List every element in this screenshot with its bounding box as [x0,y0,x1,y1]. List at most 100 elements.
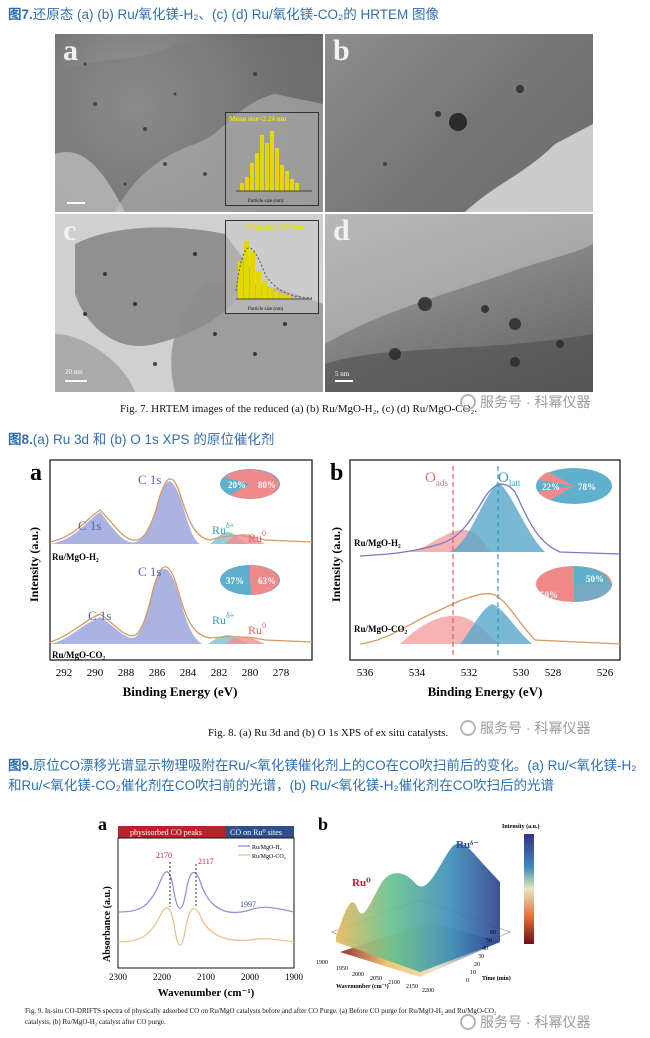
svg-text:2300: 2300 [109,972,128,982]
watermark-text: 服务号 · 科幂仪器 [480,394,591,410]
xps-a-bot-envelope [49,566,313,643]
peak-2117: 2117 [198,857,214,866]
drifts-a-ylabel: Absorbance (a.u.) [102,886,113,962]
svg-text:20: 20 [474,962,480,968]
svg-text:526: 526 [597,667,614,679]
o-latt-label: Olatt [498,470,521,488]
svg-text:528: 528 [545,667,562,679]
sample-label-b-bot: Ru/MgO-CO₂ [354,624,407,634]
xps-a-ylabel: Intensity (a.u.) [27,527,41,602]
o-ads-label: Oads [425,470,448,488]
svg-text:2050: 2050 [370,976,382,982]
scale-label-c: 20 nm [65,368,83,376]
fig9-svg: a physisorbed CO peaks CO on Ru⁰ sites 2… [98,814,540,999]
sample-label-b-top: Ru/MgO-H₂ [354,538,401,548]
pie-a-bot: 37% 63% [220,565,280,595]
watermark-icon [460,394,476,410]
scale-bar-c [65,380,87,382]
watermark-text-3: 服务号 · 科幂仪器 [480,1014,591,1030]
tem-panel-c: c Mean size=2.78 nm Particle size (nm) 2… [55,214,323,392]
pie-a-top-right: 80% [258,480,276,490]
svg-text:292: 292 [56,667,73,679]
drifts-b-wn-label: Wavenumber (cm⁻¹) [336,983,389,990]
drifts-b-ru0: Ru⁰ [352,877,371,889]
sample-label-a-bot: Ru/MgO-CO₂ [52,650,105,660]
pie-a-top: 20% 80% [220,469,280,499]
tem-panel-d-label: d [333,214,350,247]
svg-text:532: 532 [461,667,478,679]
legend-h2: Ru/MgO-H₂ [252,845,282,851]
svg-text:2000: 2000 [241,972,260,982]
ru0-fill-top [225,534,265,544]
watermark-3: 服务号 · 科幂仪器 [460,1012,590,1032]
drifts-b-surface [336,843,500,972]
svg-text:1950: 1950 [336,966,348,972]
watermark-2: 服务号 · 科幂仪器 [460,718,590,738]
svg-text:282: 282 [211,667,228,679]
fig8-caption: Fig. 8. (a) Ru 3d and (b) O 1s XPS of ex… [208,727,449,739]
xps-b-letter: b [330,460,343,486]
c1s-fill-top [50,481,200,544]
xps-a-xticks: 292 290 288 286 284 282 280 278 [56,667,290,679]
pie-b-top: 22% 78% [536,468,612,504]
band-ru0-label: CO on Ru⁰ sites [230,828,282,837]
fig9-heading: 图9.原位CO漂移光谱显示物理吸附在Ru/<氧化镁催化剂上的CO在CO吹扫前后的… [8,756,640,796]
fig7-heading: 图7.还原态 (a) (b) Ru/氧化镁-H₂、(c) (d) Ru/氧化镁-… [8,5,439,25]
size-histogram-a: Mean size=2.24 nm Particle size (nm) [225,112,319,206]
svg-text:2200: 2200 [153,972,172,982]
xps-b-xlabel: Binding Energy (eV) [428,684,543,699]
tem-panel-c-label: c [63,214,77,247]
ru0-label-top: Ru0 [248,529,266,545]
fig9-heading-text: 原位CO漂移光谱显示物理吸附在Ru/<氧化镁催化剂上的CO在CO吹扫前后的变化。… [8,758,637,793]
o1s-envelope-top [359,483,621,557]
xps-a-xlabel: Binding Energy (eV) [123,684,238,699]
svg-text:530: 530 [513,667,530,679]
svg-text:30: 30 [478,954,484,960]
svg-text:2100: 2100 [197,972,216,982]
o-latt-fill-bot [460,604,532,644]
scale-label-d: 5 nm [335,370,350,378]
svg-text:534: 534 [409,667,426,679]
drifts-a-letter: a [98,814,107,834]
scale-bar-d [335,380,353,382]
xps-a-letter: a [30,460,42,486]
fig9-figure: a physisorbed CO peaks CO on Ru⁰ sites 2… [90,812,630,1002]
c1s-label-bot: C 1s [138,564,161,579]
pie-a-bot-left: 37% [226,576,244,586]
svg-text:286: 286 [149,667,166,679]
fig8-heading-number: 图8. [8,432,33,447]
fig8-heading-text: (a) Ru 3d 和 (b) O 1s XPS 的原位催化剂 [32,432,275,447]
tem-panel-a: a Mean size=2.24 nm Particle size (nm) [55,34,323,212]
svg-text:536: 536 [357,667,374,679]
xps-b-xticks: 536 534 532 530 528 526 [357,667,614,679]
watermark-icon-3 [460,1014,476,1030]
drifts-a-xlabel: Wavenumber (cm⁻¹) [158,987,255,999]
histogram-xlabel-a: Particle size (nm) [248,199,284,204]
fig9-caption-line2: catalysts, (b) Ru/MgO-H₂ catalyst after … [25,1018,166,1026]
fig8-heading: 图8.(a) Ru 3d 和 (b) O 1s XPS 的原位催化剂 [8,430,274,450]
svg-text:284: 284 [180,667,197,679]
svg-text:288: 288 [118,667,135,679]
tem-d-texture [325,214,593,392]
tem-b-texture [383,85,593,212]
drifts-b-time-ticks: 60 50 40 30 20 10 0 [466,930,496,984]
drifts-b-wn-ticks: 1900 1950 2000 2050 2100 2150 2200 [316,960,434,994]
fig8-svg: a C 1s C 1s C 1s C 1s Ruδ+ Ru0 Ruδ+ Ru0 … [27,459,621,699]
pie-b-bot-right: 50% [586,574,604,584]
histogram-bars-c [235,241,313,300]
drifts-b-time-label: Time (min) [482,975,511,982]
xps-a-frame [49,459,313,661]
svg-text:1900: 1900 [316,960,328,966]
tem-panel-b-label: b [333,34,350,67]
ru0-fill-bot [225,637,265,644]
ru0-label-bot: Ru0 [248,621,266,637]
c1s-fill-bot [50,568,202,644]
ru-delta-label-bot: Ruδ+ [212,611,235,627]
fig9-caption-line1: Fig. 9. In-situ CO-DRIFTS spectra of phy… [25,1007,497,1015]
sample-label-a-top: Ru/MgO-H₂ [52,552,99,562]
drifts-a-xticks: 2300 2200 2100 2000 1900 [109,972,304,982]
mean-size-c: Mean size=2.78 nm [246,223,304,231]
svg-text:0: 0 [466,978,469,984]
c1s-label-top-2: C 1s [78,518,101,533]
watermark-1: 服务号 · 科幂仪器 [460,392,590,412]
